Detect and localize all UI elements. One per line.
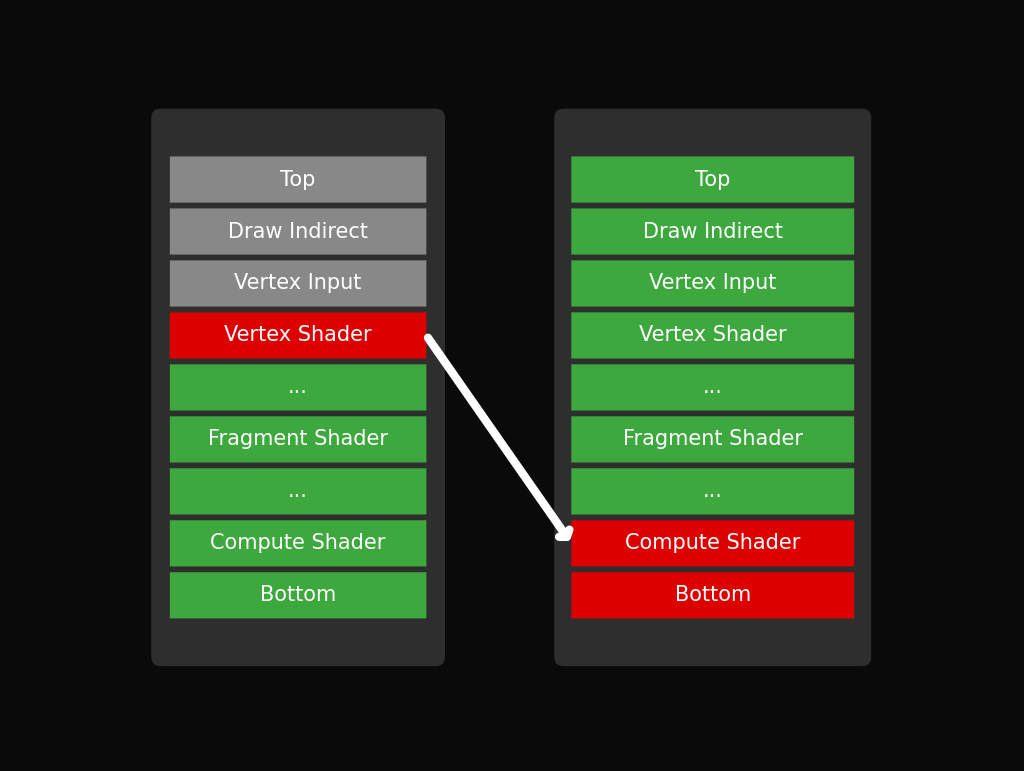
Text: ...: ...: [702, 378, 723, 397]
FancyBboxPatch shape: [571, 208, 854, 254]
Text: ...: ...: [288, 481, 308, 501]
Text: Vertex Input: Vertex Input: [649, 274, 776, 294]
Text: ...: ...: [702, 481, 723, 501]
FancyBboxPatch shape: [170, 208, 426, 254]
FancyBboxPatch shape: [571, 468, 854, 514]
Text: Vertex Input: Vertex Input: [234, 274, 361, 294]
FancyBboxPatch shape: [571, 261, 854, 307]
FancyBboxPatch shape: [152, 109, 445, 666]
Text: Compute Shader: Compute Shader: [210, 534, 386, 554]
FancyBboxPatch shape: [571, 312, 854, 359]
Text: Fragment Shader: Fragment Shader: [623, 429, 803, 449]
FancyBboxPatch shape: [554, 109, 871, 666]
FancyBboxPatch shape: [170, 468, 426, 514]
FancyBboxPatch shape: [170, 520, 426, 567]
Text: Compute Shader: Compute Shader: [625, 534, 801, 554]
FancyBboxPatch shape: [571, 520, 854, 567]
Text: Bottom: Bottom: [260, 585, 336, 605]
FancyBboxPatch shape: [170, 312, 426, 359]
FancyBboxPatch shape: [170, 572, 426, 618]
Text: Fragment Shader: Fragment Shader: [208, 429, 388, 449]
Text: Draw Indirect: Draw Indirect: [643, 221, 782, 241]
Text: Bottom: Bottom: [675, 585, 751, 605]
FancyBboxPatch shape: [571, 365, 854, 410]
Text: ...: ...: [288, 378, 308, 397]
FancyBboxPatch shape: [170, 416, 426, 463]
FancyBboxPatch shape: [170, 157, 426, 203]
FancyBboxPatch shape: [571, 416, 854, 463]
Text: Vertex Shader: Vertex Shader: [224, 325, 372, 345]
FancyBboxPatch shape: [170, 261, 426, 307]
FancyBboxPatch shape: [571, 572, 854, 618]
Text: Vertex Shader: Vertex Shader: [639, 325, 786, 345]
FancyBboxPatch shape: [571, 157, 854, 203]
Text: Top: Top: [695, 170, 730, 190]
Text: Draw Indirect: Draw Indirect: [228, 221, 368, 241]
FancyBboxPatch shape: [170, 365, 426, 410]
Text: Top: Top: [281, 170, 315, 190]
